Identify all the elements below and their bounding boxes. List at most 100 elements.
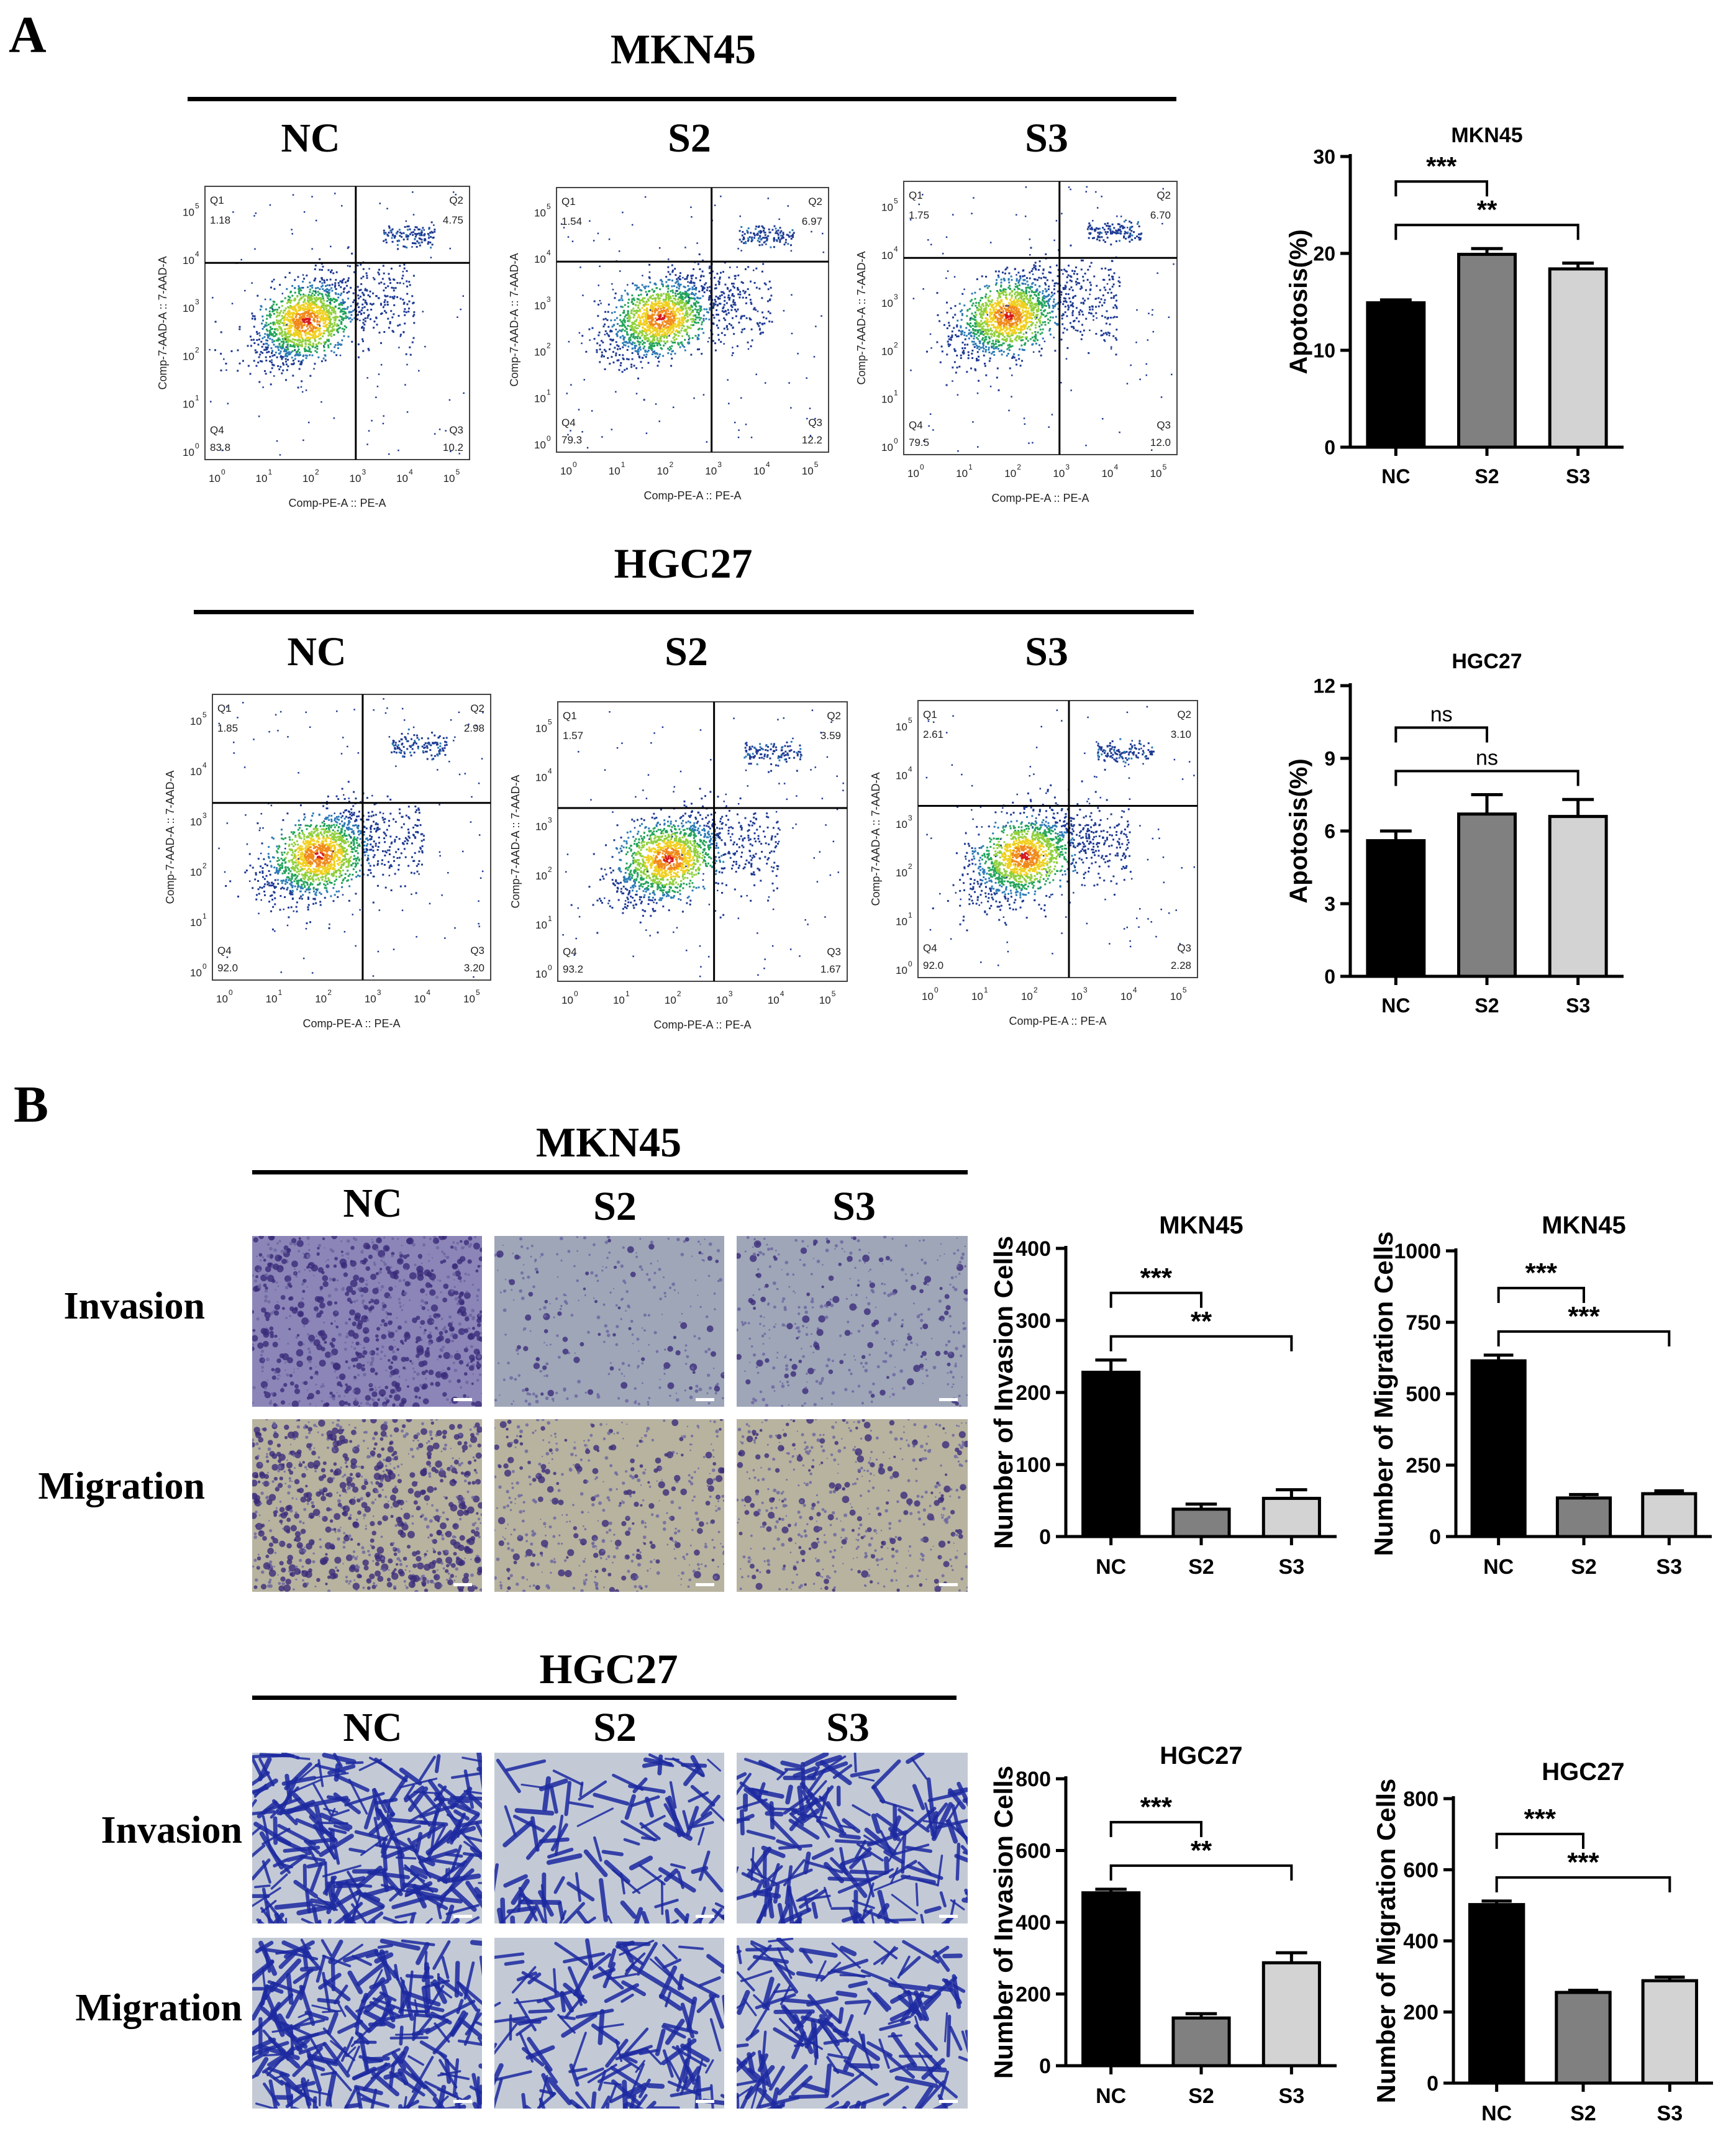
- event-dot: [1037, 339, 1038, 341]
- event-dot: [645, 286, 647, 288]
- event-dot: [342, 328, 343, 330]
- event-dot: [363, 268, 365, 270]
- event-dot: [418, 370, 420, 372]
- event-dot: [998, 276, 999, 278]
- flow-hgc27-rule: [194, 610, 1194, 614]
- event-dot: [239, 363, 241, 365]
- event-dot: [601, 436, 603, 438]
- event-dot: [1021, 360, 1023, 362]
- event-dot: [313, 326, 315, 328]
- event-dot: [1009, 338, 1011, 340]
- event-dot: [942, 350, 943, 352]
- event-dot: [313, 311, 315, 312]
- event-dot: [309, 291, 311, 293]
- event-dot: [409, 229, 411, 230]
- event-dot: [286, 369, 288, 371]
- event-dot: [635, 350, 637, 352]
- event-dot: [1002, 335, 1004, 337]
- event-dot: [296, 296, 298, 297]
- event-dot: [946, 353, 948, 355]
- event-dot: [1037, 279, 1038, 281]
- event-dot: [673, 285, 675, 287]
- event-dot: [671, 358, 673, 360]
- y-axis-label: Comp-7-AAD-A :: 7-AAD-A: [508, 253, 520, 386]
- event-dot: [663, 345, 665, 347]
- event-dot: [282, 370, 284, 371]
- event-dot: [980, 347, 982, 348]
- event-dot: [719, 297, 721, 299]
- event-dot: [303, 278, 305, 279]
- event-dot: [365, 288, 366, 290]
- event-dot: [988, 352, 990, 353]
- event-dot: [699, 297, 701, 299]
- event-dot: [1035, 338, 1037, 340]
- event-dot: [655, 297, 657, 299]
- event-dot: [955, 371, 957, 373]
- event-dot: [281, 305, 283, 307]
- event-dot: [416, 227, 418, 229]
- event-dot: [632, 302, 634, 304]
- event-dot: [419, 245, 421, 247]
- event-dot: [635, 304, 637, 306]
- event-dot: [312, 295, 314, 297]
- event-dot: [300, 289, 302, 291]
- event-dot: [1061, 338, 1063, 340]
- event-dot: [647, 293, 648, 295]
- event-dot: [611, 283, 613, 285]
- event-dot: [758, 288, 760, 289]
- event-dot: [420, 232, 422, 234]
- event-dot: [1065, 293, 1067, 295]
- event-dot: [402, 271, 404, 273]
- event-dot: [269, 330, 271, 332]
- event-dot: [704, 284, 706, 286]
- event-dot: [650, 340, 652, 342]
- event-dot: [294, 287, 296, 289]
- event-dot: [791, 333, 793, 335]
- event-dot: [428, 237, 430, 239]
- event-dot: [270, 347, 272, 349]
- event-dot: [1006, 312, 1008, 314]
- event-dot: [583, 379, 585, 381]
- event-dot: [721, 294, 723, 296]
- event-dot: [292, 314, 294, 316]
- event-dot: [286, 355, 288, 357]
- event-dot: [340, 311, 342, 313]
- event-dot: [1004, 273, 1006, 275]
- event-dot: [966, 371, 968, 373]
- event-dot: [768, 229, 770, 230]
- event-dot: [734, 309, 736, 311]
- event-dot: [324, 330, 326, 332]
- event-dot: [399, 282, 401, 284]
- event-dot: [292, 316, 294, 318]
- event-dot: [689, 327, 691, 329]
- event-dot: [975, 343, 976, 345]
- event-dot: [1024, 343, 1025, 345]
- event-dot: [617, 359, 619, 361]
- event-dot: [1052, 279, 1053, 281]
- event-dot: [225, 363, 227, 365]
- event-dot: [653, 283, 655, 284]
- event-dot: [702, 295, 704, 297]
- event-dot: [308, 310, 310, 312]
- event-dot: [630, 329, 632, 331]
- event-dot: [727, 309, 729, 311]
- event-dot: [325, 305, 327, 307]
- event-dot: [652, 345, 653, 347]
- event-dot: [748, 294, 750, 296]
- event-dot: [416, 246, 418, 248]
- event-dot: [986, 311, 988, 313]
- event-dot: [1044, 282, 1046, 284]
- event-dot: [302, 287, 304, 289]
- event-dot: [728, 276, 730, 278]
- event-dot: [823, 252, 825, 253]
- event-dot: [1049, 312, 1051, 314]
- event-dot: [1070, 245, 1071, 247]
- event-dot: [678, 343, 679, 345]
- event-dot: [684, 247, 686, 248]
- event-dot: [412, 231, 414, 233]
- event-dot: [393, 289, 395, 291]
- event-dot: [317, 324, 319, 325]
- event-dot: [262, 328, 264, 330]
- y-tick-label: 10: [534, 207, 546, 219]
- event-dot: [300, 336, 302, 338]
